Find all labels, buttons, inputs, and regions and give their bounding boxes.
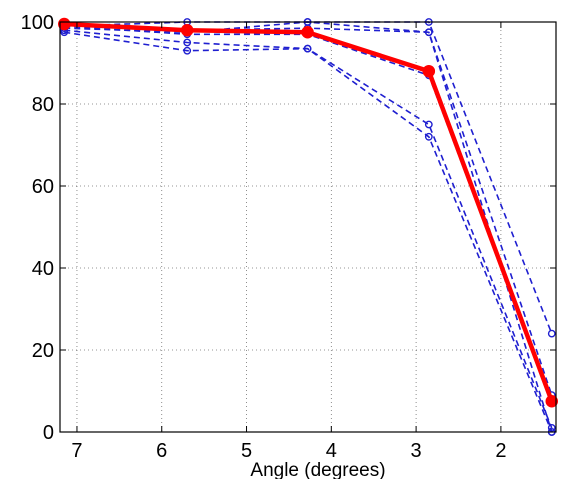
mean-series-point (180, 23, 194, 37)
series-point (424, 132, 433, 141)
mean-series-point (57, 17, 71, 31)
series-6 (60, 28, 556, 436)
x-tick-label: 3 (411, 440, 422, 462)
x-tick-label: 6 (156, 440, 167, 462)
tick-marks (60, 21, 556, 433)
series-point (183, 38, 192, 47)
x-tick-label: 5 (241, 440, 252, 462)
series-point (183, 46, 192, 55)
grid-lines (60, 22, 556, 432)
series-line (64, 23, 553, 433)
y-tick-label: 20 (32, 340, 54, 362)
series-line (64, 31, 553, 433)
series-point (547, 329, 556, 338)
series-layer (57, 17, 559, 436)
x-tick-label: 2 (495, 440, 506, 462)
mean-series-point (422, 64, 436, 78)
series-point (303, 44, 312, 53)
series-3 (60, 20, 556, 436)
y-tick-label: 80 (32, 94, 54, 116)
mean-series-point (545, 395, 559, 408)
series-point (424, 120, 433, 129)
series-line (64, 25, 553, 404)
series-line (64, 29, 553, 429)
x-axis-label: Angle (degrees) (250, 460, 385, 479)
series-line (64, 21, 553, 334)
y-tick-label: 100 (21, 12, 54, 34)
mean-series-point (301, 26, 314, 39)
y-tick-label: 40 (32, 258, 54, 280)
mean-series-line (64, 21, 554, 403)
x-tick-label: 4 (326, 440, 337, 462)
series-5 (60, 26, 556, 432)
y-tick-label: 60 (32, 176, 54, 198)
series-point (424, 28, 433, 37)
plot-frame (59, 21, 557, 433)
series-1 (60, 18, 556, 338)
x-tick-label: 7 (71, 440, 82, 462)
series-7 (57, 17, 559, 408)
y-tick-label: 0 (43, 422, 54, 444)
